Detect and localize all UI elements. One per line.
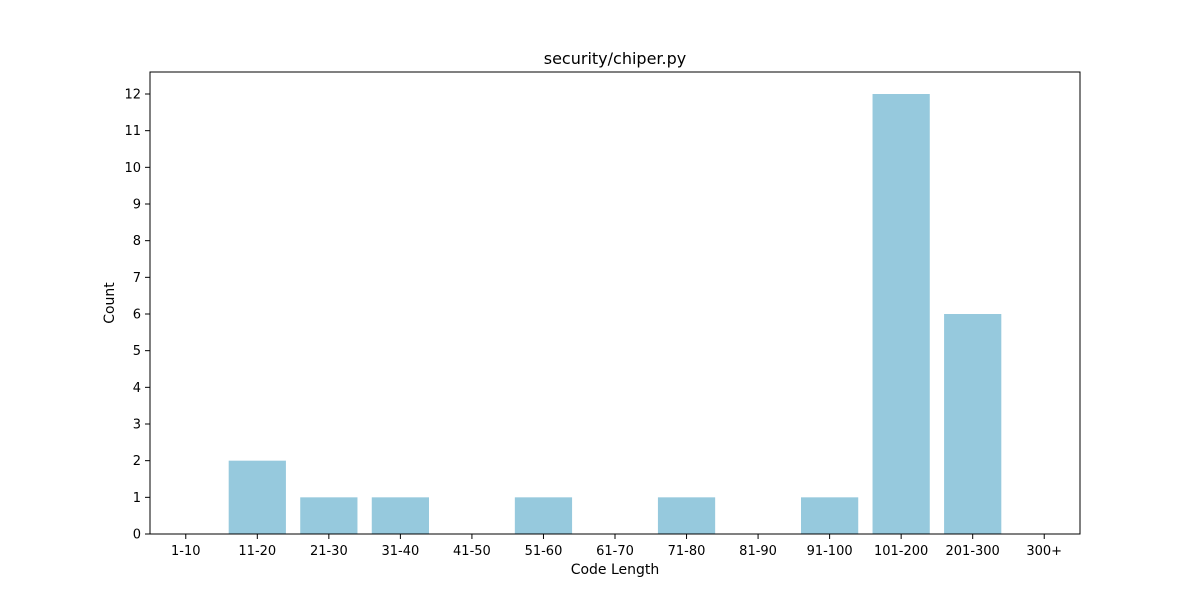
- chart-title: security/chiper.py: [544, 49, 686, 68]
- plot-frame: [149, 71, 1081, 535]
- x-tick-label: 81-90: [739, 544, 777, 559]
- x-tick-label: 41-50: [453, 544, 491, 559]
- bar-51-60: [514, 497, 573, 534]
- x-tick-label: 21-30: [310, 544, 348, 559]
- x-axis-label: Code Length: [571, 562, 660, 578]
- x-tick-label: 91-100: [807, 544, 853, 559]
- bar-201-300: [944, 314, 1002, 534]
- x-tick-label: 201-300: [946, 544, 1000, 559]
- x-tick-label: 1-10: [171, 544, 201, 559]
- y-tick-label: 9: [133, 198, 141, 213]
- y-tick-label: 0: [133, 528, 141, 543]
- bar-101-200: [872, 94, 930, 534]
- bar-31-40: [371, 497, 429, 534]
- x-tick-label: 31-40: [381, 544, 419, 559]
- x-tick-label: 61-70: [596, 544, 634, 559]
- y-tick-label: 4: [133, 381, 141, 396]
- y-tick-label: 2: [133, 454, 141, 469]
- bar-21-30: [300, 497, 358, 534]
- y-tick-label: 1: [133, 491, 141, 506]
- bar-11-20: [228, 460, 286, 534]
- y-tick-label: 11: [124, 124, 141, 139]
- bars-group: [228, 94, 1002, 534]
- y-tick-label: 12: [124, 88, 141, 103]
- x-tick-label: 11-20: [238, 544, 276, 559]
- x-axis: 1-10 11-20 21-30 31-40 41-50 51-60 61-70 71-80 8…: [171, 534, 1062, 559]
- x-tick-label: 300+: [1026, 544, 1062, 559]
- y-tick-label: 3: [133, 418, 141, 433]
- x-tick-label: 51-60: [525, 544, 563, 559]
- x-tick-label: 101-200: [874, 544, 928, 559]
- y-axis-label: Count: [102, 282, 118, 324]
- y-tick-label: 5: [133, 344, 141, 359]
- bar-91-100: [801, 497, 859, 534]
- y-tick-label: 10: [124, 161, 141, 176]
- y-tick-label: 6: [133, 308, 141, 323]
- y-tick-label: 8: [133, 234, 141, 249]
- y-tick-label: 7: [133, 271, 141, 286]
- bar-71-80: [657, 497, 716, 534]
- x-tick-label: 71-80: [668, 544, 706, 559]
